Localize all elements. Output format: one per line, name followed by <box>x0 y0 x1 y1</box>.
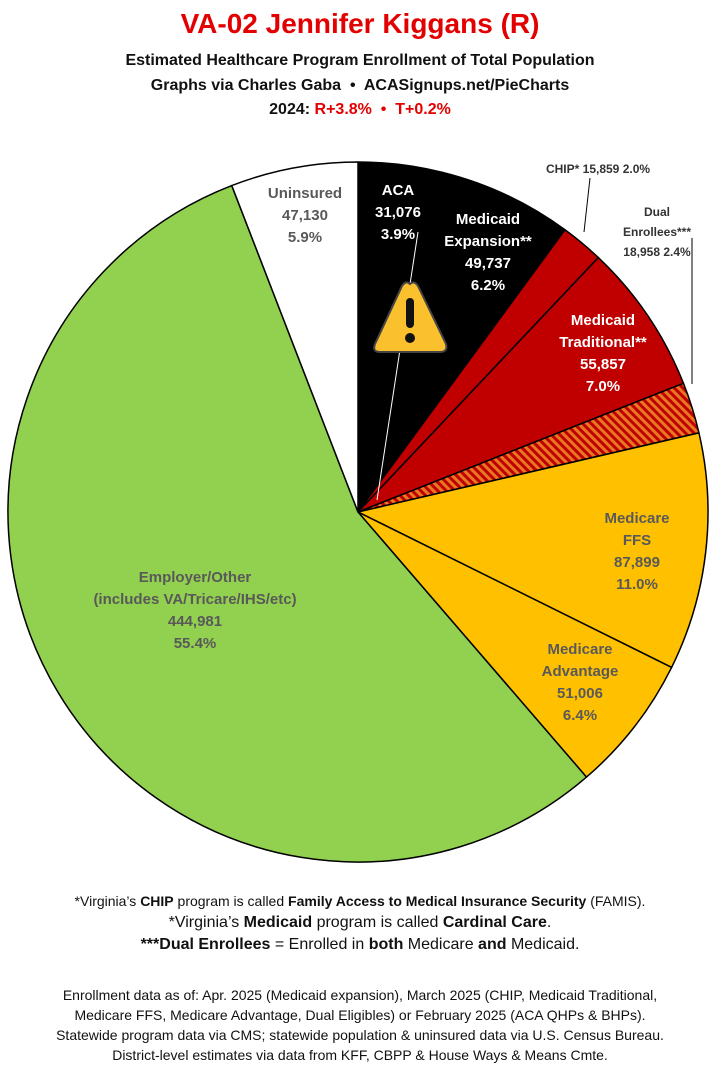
category-label: Medicaid Expansion** <box>444 211 532 250</box>
value-label: 49,737 <box>465 255 511 272</box>
note-text: = Enrolled in <box>270 936 369 953</box>
footnote: ***Dual Enrollees = Enrolled in both Med… <box>0 936 720 954</box>
note-text: *Virginia’s <box>74 893 141 909</box>
note-text: program is called <box>173 893 289 909</box>
election-label: 2024: <box>269 101 311 118</box>
value-label: 18,958 <box>623 245 660 259</box>
note-text: ***Dual Enrollees <box>140 936 271 953</box>
note-text: both <box>368 936 404 953</box>
slice-label: Dual Enrollees*** 18,958 2.4% <box>623 202 691 262</box>
slice-label: Medicare FFS 87,899 11.0% <box>596 508 679 596</box>
category-label: CHIP* <box>545 162 580 176</box>
note-text: Medicaid <box>243 914 313 931</box>
percent-label: 6.2% <box>470 277 506 294</box>
pie-slice <box>231 161 359 513</box>
slice-label: Uninsured 47,130 5.9% <box>268 183 342 249</box>
warning-mark <box>406 298 414 328</box>
category-label: Dual Enrollees*** <box>622 205 692 239</box>
percent-label: 55.4% <box>173 635 217 652</box>
source: District-level estimates via data from K… <box>112 1047 608 1063</box>
chart-title: VA-02 Jennifer Kiggans (R) <box>180 8 540 39</box>
note-text: Medicare <box>403 936 479 953</box>
slice-label: CHIP* 15,859 2.0% <box>546 158 650 180</box>
pie-slice <box>357 171 566 513</box>
footnote: *Virginia’s Medicaid program is called C… <box>0 914 720 932</box>
source: Medicare FFS, Medicare Advantage, Dual E… <box>74 1007 646 1023</box>
pie-slice <box>357 256 685 513</box>
value-label: 15,859 <box>582 162 620 176</box>
value-label: 47,130 <box>282 207 328 224</box>
percent-label: 6.4% <box>562 707 598 724</box>
category-label: ACA <box>381 182 415 199</box>
note-text: CHIP <box>140 893 174 909</box>
category-label: Medicaid Traditional** <box>559 312 647 351</box>
pie-slice <box>7 184 588 863</box>
slice-label: Medicaid Expansion** 49,737 6.2% <box>444 209 532 297</box>
warning-icon <box>373 281 448 353</box>
note-text: Medicaid. <box>506 936 580 953</box>
value-label: 87,899 <box>614 554 660 571</box>
percent-label: 7.0% <box>585 378 621 395</box>
category-label: Medicare FFS <box>604 510 670 549</box>
slice-label: ACA 31,076 3.9% <box>375 180 421 246</box>
label-line: CHIP* 15,859 2.0% <box>546 158 650 180</box>
category-label: Uninsured <box>267 185 343 202</box>
slice-label: Medicare Advantage 51,006 6.4% <box>542 639 619 727</box>
source: Enrollment data as of: Apr. 2025 (Medica… <box>62 987 658 1003</box>
source: Statewide program data via CMS; statewid… <box>56 1027 664 1043</box>
category-label: Employer/Other (includes VA/Tricare/IHS/… <box>93 569 297 608</box>
value-label: 55,857 <box>580 356 626 373</box>
label-line: 18,958 2.4% <box>623 242 691 262</box>
credit: Graphs via Charles Gaba • ACASignups.net… <box>150 77 570 94</box>
note-text: *Virginia’s <box>168 914 244 931</box>
warning-dot <box>405 333 415 343</box>
note-text: and <box>478 936 507 953</box>
footnote: *Virginia’s CHIP program is called Famil… <box>0 893 720 909</box>
election-line: 2024: R+3.8% • T+0.2% <box>0 101 720 119</box>
percent-label: 3.9% <box>380 226 416 243</box>
value-label: 444,981 <box>167 613 223 630</box>
value-label: 51,006 <box>557 685 603 702</box>
percent-label: 2.4% <box>663 245 691 259</box>
percent-label: 2.0% <box>622 162 651 176</box>
election-results: R+3.8% • T+0.2% <box>314 101 451 118</box>
note-text: Cardinal Care <box>442 914 547 931</box>
note-text: (FAMIS). <box>586 893 646 909</box>
pie-slice <box>357 432 709 669</box>
note-text: . <box>546 914 552 931</box>
leader-line <box>583 177 591 233</box>
slice-label: Medicaid Traditional** 55,857 7.0% <box>559 310 647 398</box>
subtitle: Estimated Healthcare Program Enrollment … <box>125 52 595 69</box>
value-label: 31,076 <box>375 204 421 221</box>
leader-line <box>376 231 419 501</box>
category-label: Medicare Advantage <box>541 641 619 680</box>
note-text: Family Access to Medical Insurance Secur… <box>288 893 587 909</box>
pie-slice <box>357 511 673 778</box>
slice-label: Employer/Other (includes VA/Tricare/IHS/… <box>93 567 296 655</box>
percent-label: 5.9% <box>287 229 323 246</box>
note-text: program is called <box>312 914 443 931</box>
percent-label: 11.0% <box>616 576 658 593</box>
